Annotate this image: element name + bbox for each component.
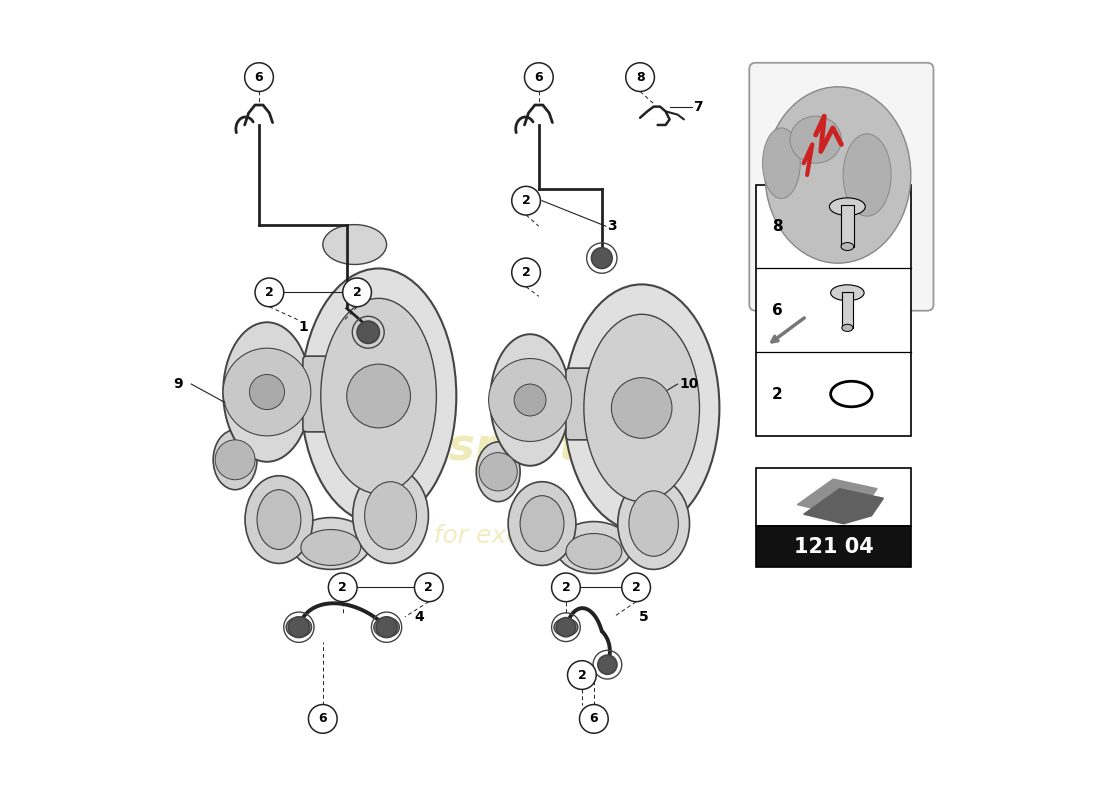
Ellipse shape xyxy=(564,285,719,531)
Ellipse shape xyxy=(508,482,576,566)
Text: 5: 5 xyxy=(639,610,649,624)
Ellipse shape xyxy=(353,468,428,563)
Circle shape xyxy=(376,617,397,638)
Text: 4: 4 xyxy=(415,610,425,624)
Ellipse shape xyxy=(301,269,456,523)
Text: 2: 2 xyxy=(631,581,640,594)
Circle shape xyxy=(525,62,553,91)
Text: 7: 7 xyxy=(693,100,703,114)
Ellipse shape xyxy=(565,534,621,570)
Bar xyxy=(756,185,911,436)
Circle shape xyxy=(580,705,608,734)
Bar xyxy=(756,468,911,526)
Text: 121 04: 121 04 xyxy=(793,538,873,558)
Ellipse shape xyxy=(476,442,520,502)
Ellipse shape xyxy=(520,496,564,551)
Ellipse shape xyxy=(554,618,578,636)
Ellipse shape xyxy=(584,314,700,502)
Bar xyxy=(842,292,852,328)
Circle shape xyxy=(626,62,654,91)
Circle shape xyxy=(512,258,540,286)
Text: 8: 8 xyxy=(636,70,645,84)
FancyBboxPatch shape xyxy=(302,356,371,432)
Text: 8: 8 xyxy=(771,219,782,234)
Circle shape xyxy=(415,573,443,602)
Circle shape xyxy=(329,573,358,602)
Text: 1: 1 xyxy=(299,320,309,334)
Text: 2: 2 xyxy=(425,581,433,594)
Ellipse shape xyxy=(830,285,865,301)
Ellipse shape xyxy=(286,618,311,637)
Text: eurosparts: eurosparts xyxy=(334,426,606,470)
Circle shape xyxy=(568,661,596,690)
Text: 2: 2 xyxy=(353,286,362,299)
Ellipse shape xyxy=(321,298,437,494)
Circle shape xyxy=(346,364,410,428)
Text: 2: 2 xyxy=(265,286,274,299)
Ellipse shape xyxy=(223,322,311,462)
Circle shape xyxy=(250,374,285,410)
Text: 9: 9 xyxy=(174,377,184,391)
Circle shape xyxy=(223,348,311,436)
Text: 2: 2 xyxy=(562,581,570,594)
FancyBboxPatch shape xyxy=(749,62,934,310)
Text: 2: 2 xyxy=(339,581,348,594)
FancyBboxPatch shape xyxy=(565,368,634,440)
Polygon shape xyxy=(804,489,883,524)
Ellipse shape xyxy=(374,618,399,637)
Text: 2: 2 xyxy=(521,266,530,279)
Ellipse shape xyxy=(556,522,631,574)
Text: 6: 6 xyxy=(255,70,263,84)
Circle shape xyxy=(551,573,581,602)
Text: 6: 6 xyxy=(771,303,782,318)
Circle shape xyxy=(358,321,379,343)
Ellipse shape xyxy=(842,242,854,250)
Ellipse shape xyxy=(790,116,842,163)
Text: 10: 10 xyxy=(679,377,699,391)
Circle shape xyxy=(557,618,575,637)
Circle shape xyxy=(343,278,372,306)
Ellipse shape xyxy=(364,482,417,550)
Text: 2: 2 xyxy=(771,386,782,402)
Circle shape xyxy=(621,573,650,602)
Bar xyxy=(756,526,911,567)
Text: 6: 6 xyxy=(319,712,327,726)
Ellipse shape xyxy=(843,134,891,216)
Bar xyxy=(842,205,854,246)
Ellipse shape xyxy=(257,490,301,550)
Circle shape xyxy=(216,440,255,480)
Circle shape xyxy=(612,378,672,438)
Ellipse shape xyxy=(629,491,679,556)
Ellipse shape xyxy=(245,476,312,563)
Circle shape xyxy=(255,278,284,306)
Text: 6: 6 xyxy=(535,70,543,84)
Circle shape xyxy=(308,705,337,734)
Circle shape xyxy=(288,617,309,638)
Ellipse shape xyxy=(829,198,866,215)
Text: 2: 2 xyxy=(578,669,586,682)
Ellipse shape xyxy=(762,128,800,198)
Circle shape xyxy=(597,655,617,674)
Text: 2: 2 xyxy=(521,194,530,207)
Ellipse shape xyxy=(213,430,257,490)
Ellipse shape xyxy=(766,86,911,263)
Circle shape xyxy=(514,384,546,416)
Text: a passion for excellence 1: a passion for excellence 1 xyxy=(307,523,634,547)
Ellipse shape xyxy=(618,478,690,570)
Text: 3: 3 xyxy=(607,219,617,234)
Circle shape xyxy=(592,248,613,269)
Ellipse shape xyxy=(491,334,570,466)
Circle shape xyxy=(488,358,572,442)
Ellipse shape xyxy=(322,225,386,265)
Polygon shape xyxy=(798,479,877,514)
Circle shape xyxy=(478,453,517,491)
Circle shape xyxy=(512,186,540,215)
Circle shape xyxy=(244,62,274,91)
Ellipse shape xyxy=(290,518,371,570)
Text: 6: 6 xyxy=(590,712,598,726)
Ellipse shape xyxy=(842,324,852,331)
Ellipse shape xyxy=(301,530,361,566)
